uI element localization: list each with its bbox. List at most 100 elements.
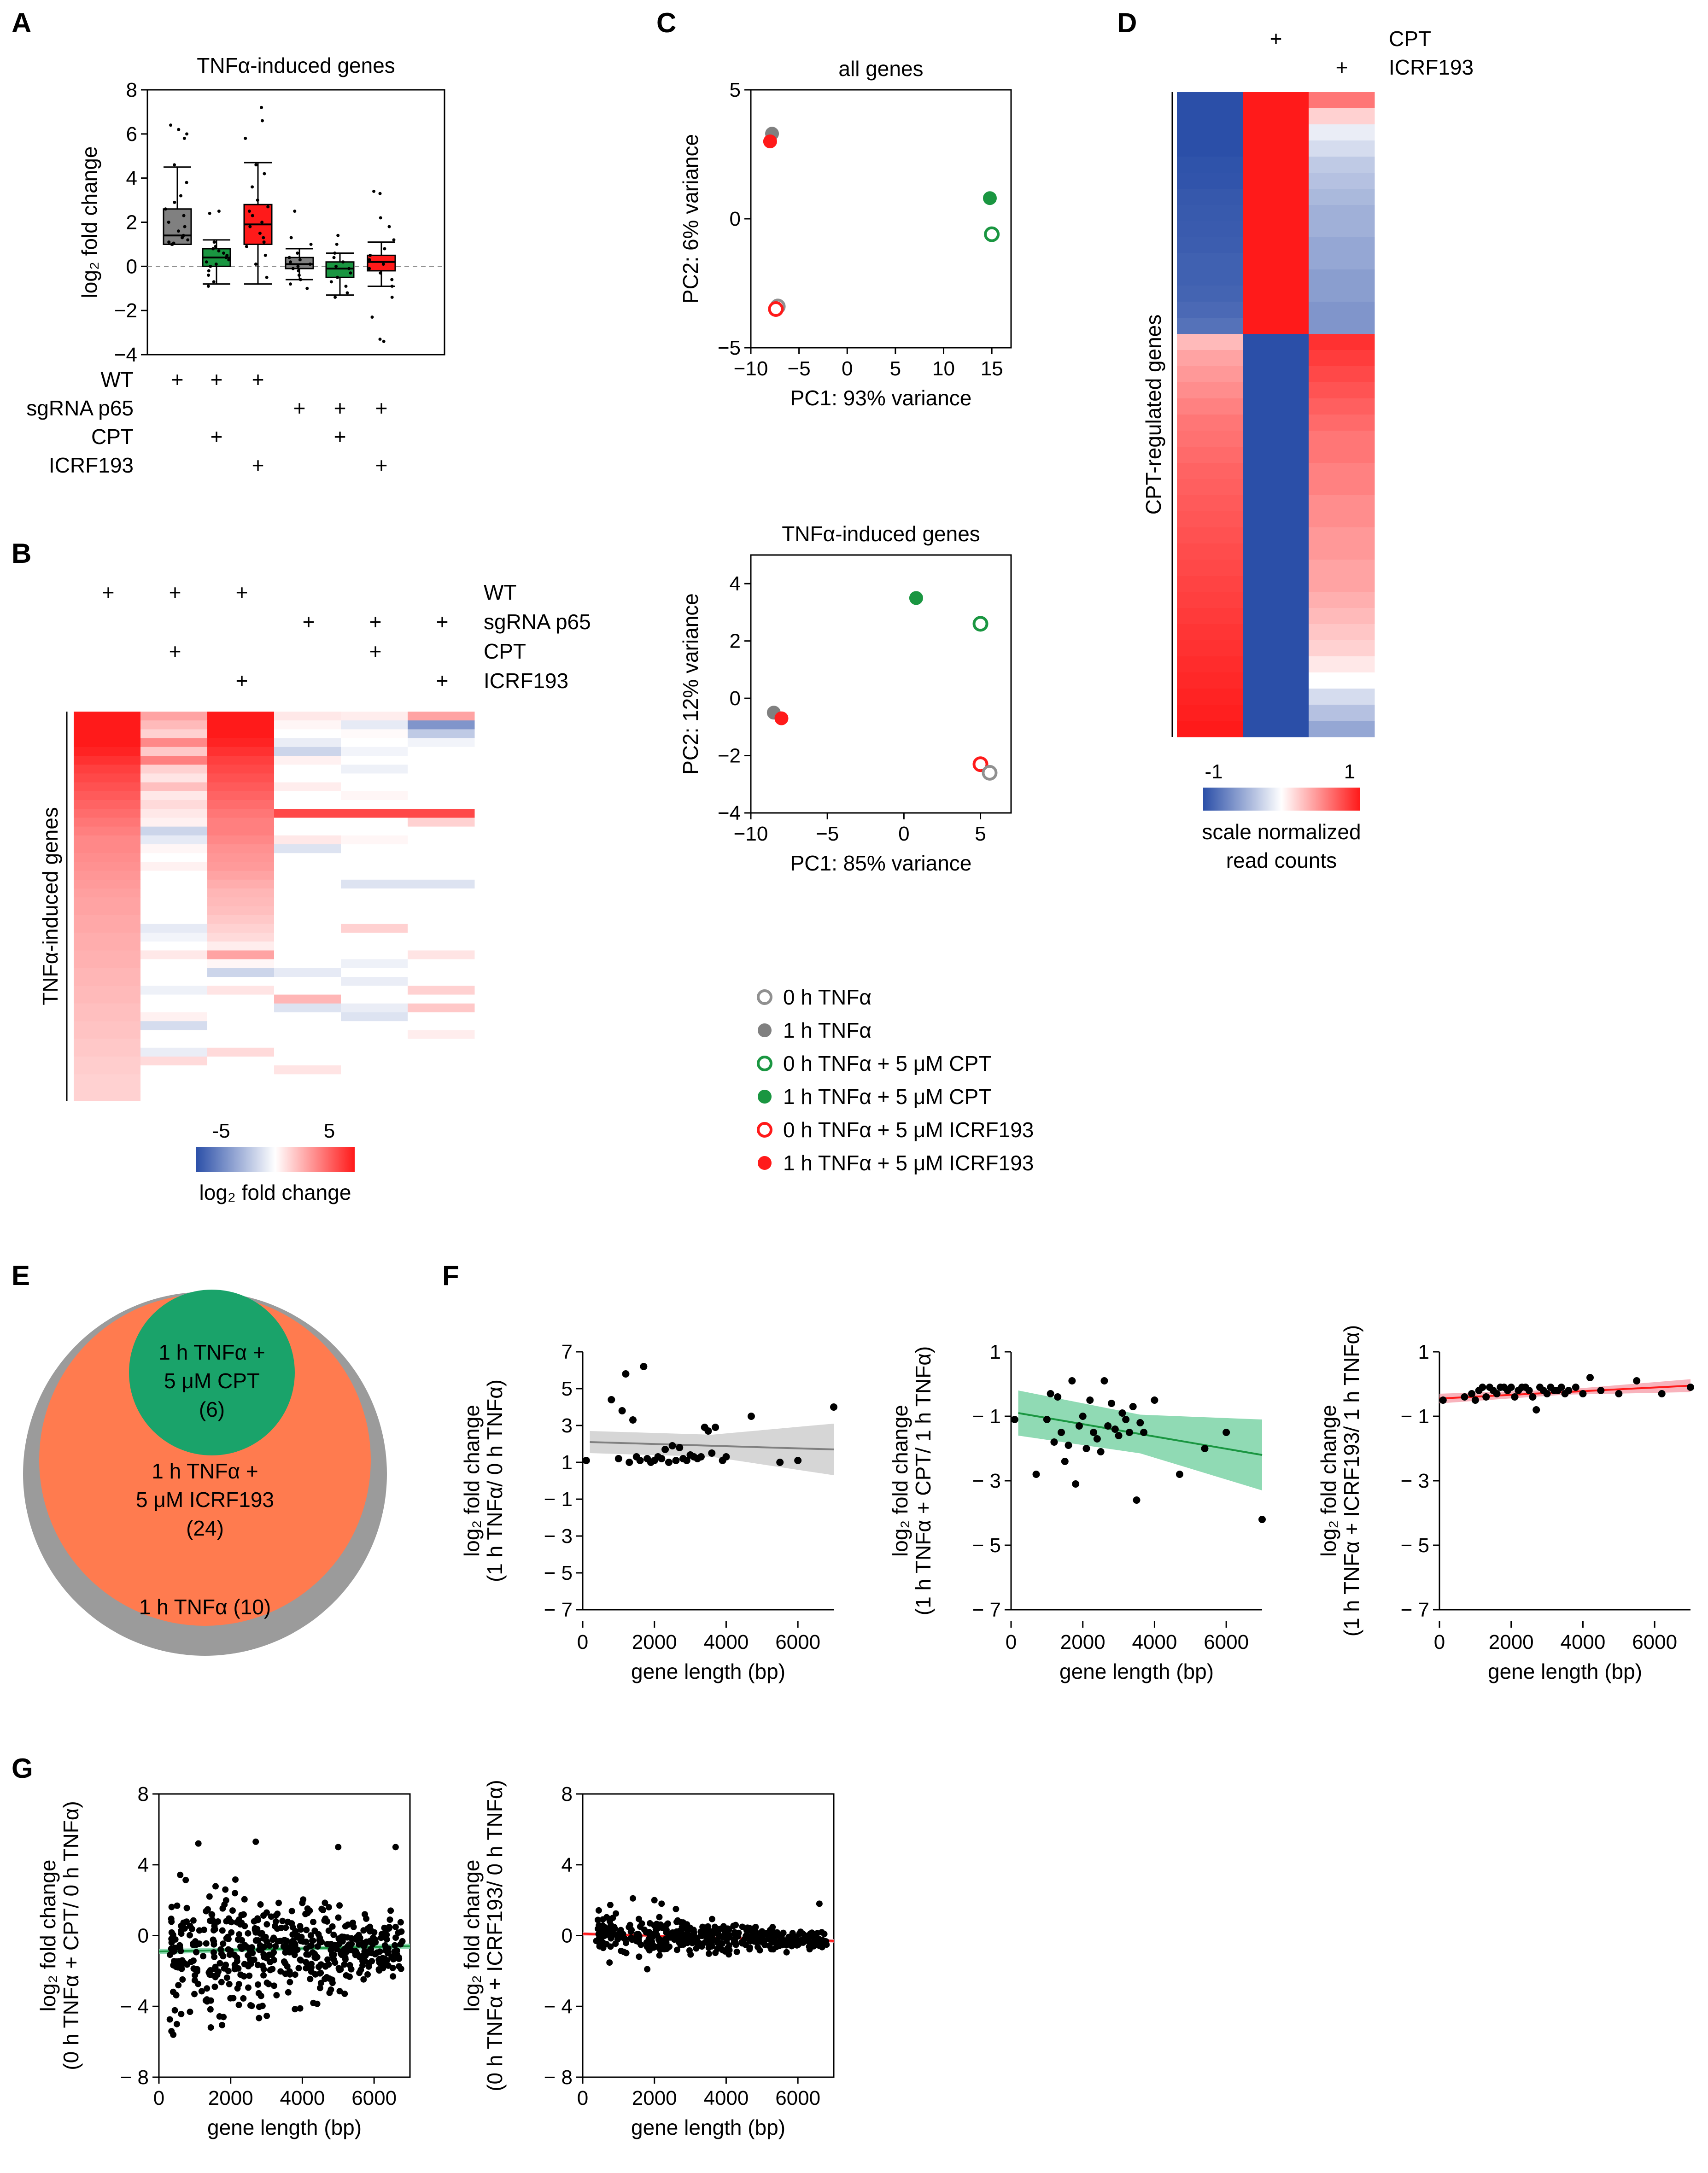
- data-point: [187, 2009, 193, 2015]
- box-point: [217, 249, 221, 253]
- data-point: [353, 1936, 360, 1943]
- data-point: [211, 1983, 218, 1990]
- box-point: [214, 245, 217, 248]
- heatmap-cell: [1243, 479, 1309, 496]
- condition-label: sgRNA p65: [484, 610, 591, 634]
- condition-mark: +: [369, 610, 382, 634]
- data-point: [1597, 1387, 1605, 1394]
- data-point: [1565, 1387, 1573, 1394]
- heatmap-cell: [341, 853, 408, 862]
- heatmap-cell: [341, 1092, 408, 1101]
- heatmap-cell: [341, 818, 408, 827]
- data-point: [222, 1886, 229, 1893]
- heatmap-cell: [274, 853, 341, 862]
- data-point: [690, 1929, 697, 1936]
- heatmap-cell: [207, 1056, 275, 1066]
- condition-mark: +: [102, 580, 115, 604]
- heatmap-cell: [74, 747, 141, 756]
- heatmap-cell: [1243, 608, 1309, 625]
- data-point: [218, 1979, 225, 1986]
- data-point: [651, 1897, 658, 1904]
- y-tick-label: − 1: [544, 1488, 573, 1511]
- data-point: [605, 1931, 612, 1938]
- condition-mark: +: [1270, 27, 1282, 51]
- box-point: [164, 207, 167, 211]
- heatmap-cell: [207, 923, 275, 933]
- x-tick-label: 2000: [208, 2087, 253, 2109]
- y-axis-label-line-0: PC2: 6% variance: [679, 134, 702, 304]
- heatmap-cell: [207, 1065, 275, 1075]
- heatmap-cell: [341, 879, 408, 889]
- heatmap-cell: [274, 1083, 341, 1092]
- box-point: [387, 225, 391, 228]
- data-point: [1223, 1429, 1230, 1436]
- data-point: [599, 1916, 606, 1923]
- data-point: [755, 1944, 761, 1951]
- heatmap-cell: [1177, 608, 1243, 625]
- heatmap-cell: [74, 826, 141, 836]
- data-point: [392, 1923, 399, 1930]
- heatmap-cell: [1243, 576, 1309, 592]
- data-point: [297, 1923, 304, 1930]
- heatmap-cell: [1309, 721, 1375, 737]
- heatmap-cell: [140, 915, 208, 924]
- data-point: [1258, 1516, 1266, 1523]
- heatmap-cell: [408, 1030, 475, 1040]
- data-point: [277, 1938, 284, 1945]
- data-point: [719, 1934, 726, 1940]
- data-point: [1129, 1403, 1137, 1410]
- heatmap-cell: [341, 897, 408, 906]
- data-point: [769, 1924, 776, 1931]
- box-point: [265, 275, 269, 279]
- heatmap-cell: [274, 720, 341, 730]
- heatmap-cell: [274, 888, 341, 898]
- heatmap-cell: [1309, 447, 1375, 463]
- box-point: [368, 258, 371, 262]
- heatmap-cell: [408, 977, 475, 986]
- y-tick-label: 0: [138, 1925, 149, 1947]
- heatmap-cell: [274, 1065, 341, 1075]
- x-tick-label: 2000: [1060, 1631, 1106, 1653]
- box-point: [349, 271, 352, 275]
- data-point: [254, 1926, 261, 1933]
- data-point: [297, 2005, 304, 2012]
- data-point: [1201, 1445, 1209, 1452]
- y-tick-label: −2: [114, 299, 137, 322]
- heatmap-cell: [207, 977, 275, 986]
- data-point: [316, 1985, 323, 1992]
- fit-line: [590, 1441, 834, 1450]
- data-point: [330, 1931, 337, 1938]
- heatmap-cell: [1243, 253, 1309, 270]
- data-point: [303, 1945, 310, 1952]
- venn-inner-count: (6): [199, 1397, 225, 1421]
- data-point: [231, 1951, 238, 1958]
- data-point: [371, 1929, 378, 1936]
- panel-label-e: E: [12, 1260, 30, 1291]
- data-point: [669, 1929, 676, 1936]
- data-point: [607, 1922, 614, 1929]
- x-tick-label: 6000: [351, 2087, 397, 2109]
- heatmap-cell: [140, 809, 208, 818]
- condition-mark: +: [252, 368, 264, 391]
- heatmap-cell: [1177, 140, 1243, 157]
- box-point: [298, 278, 302, 281]
- data-point: [724, 1928, 731, 1935]
- heatmap-cell: [341, 923, 408, 933]
- y-tick-label: 2: [730, 630, 741, 653]
- y-tick-label: 8: [138, 1783, 149, 1805]
- data-point: [630, 1895, 636, 1902]
- data-point: [312, 1971, 319, 1978]
- y-tick-label: 0: [562, 1925, 573, 1947]
- y-tick-label: − 7: [972, 1599, 1001, 1621]
- heatmap-cell: [207, 1003, 275, 1013]
- heatmap-cell: [207, 994, 275, 1004]
- data-point: [618, 1407, 626, 1414]
- data-point: [207, 1967, 214, 1974]
- data-point: [216, 1960, 223, 1967]
- data-point: [1136, 1419, 1144, 1426]
- y-tick-label: − 1: [972, 1405, 1001, 1428]
- heatmap-cell: [1177, 479, 1243, 496]
- heatmap-cell: [74, 986, 141, 995]
